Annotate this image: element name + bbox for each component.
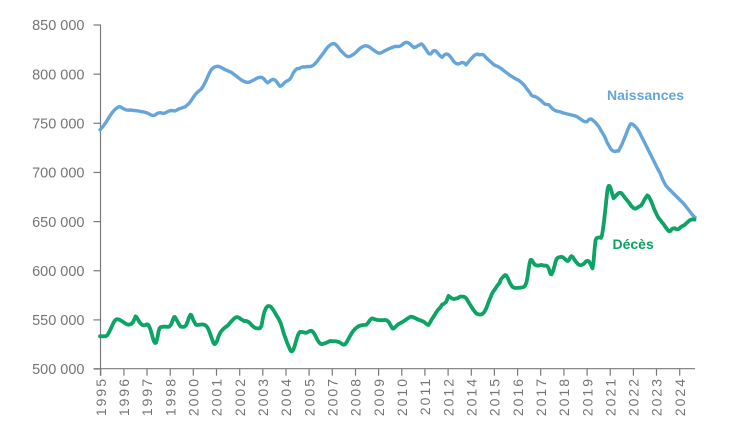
svg-text:2001: 2001 — [209, 377, 225, 416]
svg-text:650 000: 650 000 — [32, 215, 84, 231]
svg-text:2007: 2007 — [325, 377, 341, 416]
svg-text:850 000: 850 000 — [32, 18, 84, 34]
svg-text:2023: 2023 — [649, 377, 665, 416]
svg-text:2017: 2017 — [533, 377, 549, 416]
svg-text:2000: 2000 — [186, 377, 202, 416]
svg-text:2024: 2024 — [672, 377, 688, 416]
svg-text:1996: 1996 — [116, 377, 132, 416]
svg-text:2019: 2019 — [579, 377, 595, 416]
svg-text:2010: 2010 — [394, 377, 410, 416]
svg-text:Décès: Décès — [613, 236, 654, 252]
svg-text:2016: 2016 — [510, 377, 526, 416]
svg-text:2009: 2009 — [371, 377, 387, 416]
svg-text:550 000: 550 000 — [32, 313, 84, 329]
svg-text:2004: 2004 — [278, 377, 294, 416]
svg-text:2012: 2012 — [440, 377, 456, 416]
svg-text:500 000: 500 000 — [32, 362, 84, 378]
svg-text:1995: 1995 — [93, 377, 109, 416]
svg-text:2003: 2003 — [255, 377, 271, 416]
svg-text:2018: 2018 — [556, 377, 572, 416]
svg-text:2014: 2014 — [464, 377, 480, 416]
svg-text:2011: 2011 — [417, 377, 433, 415]
svg-text:2021: 2021 — [602, 377, 618, 416]
svg-text:700 000: 700 000 — [32, 166, 84, 182]
svg-text:1997: 1997 — [139, 377, 155, 416]
svg-text:2002: 2002 — [232, 377, 248, 416]
svg-text:2015: 2015 — [487, 377, 503, 416]
svg-text:2022: 2022 — [626, 377, 642, 416]
svg-text:2005: 2005 — [301, 377, 317, 416]
svg-text:800 000: 800 000 — [32, 67, 84, 83]
svg-text:1998: 1998 — [162, 377, 178, 416]
svg-text:600 000: 600 000 — [32, 264, 84, 280]
svg-text:2008: 2008 — [348, 377, 364, 416]
svg-text:750 000: 750 000 — [32, 117, 84, 133]
svg-text:Naissances: Naissances — [607, 87, 684, 103]
